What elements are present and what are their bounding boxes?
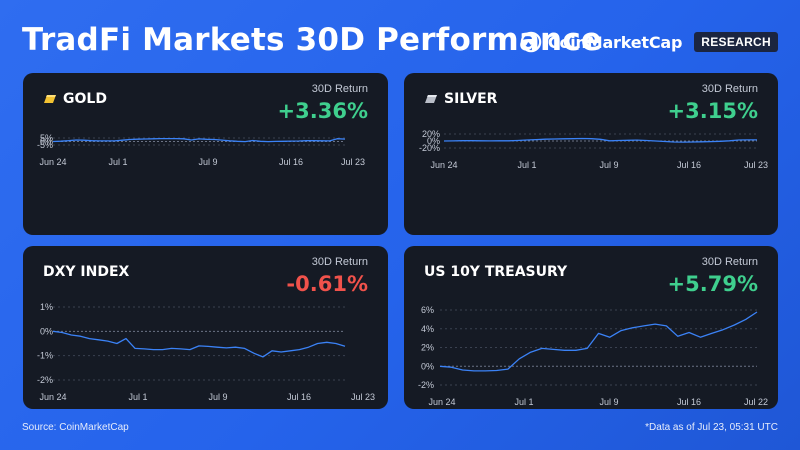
panel-gold-head: GOLD <box>43 91 107 107</box>
brand-name: CoinMarketCap <box>547 32 683 52</box>
coinmarketcap-logo-icon <box>520 31 542 53</box>
silver-x-tick-label: Jul 16 <box>677 160 701 170</box>
silver-x-tick-label: Jul 9 <box>599 160 618 170</box>
us-10y-treasury-x-tick-label: Jul 9 <box>599 397 618 407</box>
us-10y-treasury-y-tick-label: 6% <box>421 305 434 315</box>
dxy-index-x-tick-label: Jul 16 <box>287 392 311 402</box>
dxy-index-y-tick-label: -1% <box>37 351 53 361</box>
panel-gold-return-value: +3.36% <box>277 99 368 123</box>
source-note: Source: CoinMarketCap <box>22 422 129 433</box>
dxy-index-y-tick-label: 0% <box>40 326 53 336</box>
panel-gold-return-label: 30D Return <box>311 83 368 95</box>
brand-badge: RESEARCH <box>694 32 778 52</box>
panel-silver-return-value: +3.15% <box>667 99 758 123</box>
dxy-chart: 1% 0% -1% -2% Jun 24 Jul 1 Jul 9 Jul 16 Jul 23 <box>37 302 375 402</box>
gold-x-tick-label: Jun 24 <box>39 157 66 167</box>
us-10y-treasury-y-tick-label: 4% <box>421 324 434 334</box>
panel-us10y: US 10Y TREASURY 30D Return +5.79% 6% 4% 2%… <box>404 246 778 409</box>
silver-bar-icon <box>425 95 437 103</box>
dxy-index-x-tick-label: Jul 23 <box>351 392 375 402</box>
gold-y-tick-label: 5% <box>40 133 53 143</box>
silver-series-line <box>443 137 757 143</box>
panel-dxy-title: DXY INDEX <box>43 264 130 280</box>
panel-gold-title: GOLD <box>63 91 107 107</box>
panel-gold: GOLD 30D Return +3.36% 5% 0% -5% Jun 24 Jul … <box>23 73 388 235</box>
dxy-index-x-tick-label: Jul 1 <box>128 392 147 402</box>
silver-x-tick-label: Jul 1 <box>517 160 536 170</box>
silver-x-tick-label: Jul 23 <box>744 160 768 170</box>
dxy-index-series-line <box>52 330 346 358</box>
gold-series-line <box>52 137 346 143</box>
dxy-index-y-tick-label: 1% <box>40 302 53 312</box>
silver-y-tick-label: -20% <box>419 143 440 153</box>
data-timestamp-note: *Data as of Jul 23, 05:31 UTC <box>645 422 778 433</box>
page-title: TradFi Markets 30D Performance <box>22 22 603 58</box>
silver-y-tick-label: 0% <box>427 136 440 146</box>
panel-dxy-return-value: -0.61% <box>286 272 368 296</box>
panel-silver-return-label: 30D Return <box>701 83 758 95</box>
gold-x-tick-label: Jul 16 <box>279 157 303 167</box>
us-10y-treasury-y-tick-label: 2% <box>421 343 434 353</box>
panel-dxy: DXY INDEX 30D Return -0.61% 1% 0% -1% -2% Ju… <box>23 246 388 409</box>
gold-y-tick-label: -5% <box>37 140 53 150</box>
panel-us10y-return-value: +5.79% <box>667 272 758 296</box>
gold-x-tick-label: Jul 1 <box>108 157 127 167</box>
brand: CoinMarketCap RESEARCH <box>520 30 778 54</box>
us-10y-treasury-x-tick-label: Jul 1 <box>514 397 533 407</box>
dxy-index-x-tick-label: Jun 24 <box>39 392 66 402</box>
panel-dxy-return-label: 30D Return <box>311 256 368 268</box>
dxy-index-x-tick-label: Jul 9 <box>208 392 227 402</box>
us-10y-treasury-y-tick-label: -2% <box>418 380 434 390</box>
us-10y-treasury-series-line <box>439 311 758 372</box>
gold-y-tick-label: 0% <box>40 137 53 147</box>
dxy-index-y-tick-label: -2% <box>37 375 53 385</box>
silver-x-tick-label: Jun 24 <box>430 160 457 170</box>
panel-us10y-title: US 10Y TREASURY <box>424 264 568 280</box>
panel-dxy-head: DXY INDEX <box>43 264 129 280</box>
panel-us10y-return-label: 30D Return <box>701 256 758 268</box>
panel-silver-title: SILVER <box>444 91 498 107</box>
panel-silver: SILVER 30D Return +3.15% 20% 0% -20% Jun 24… <box>404 73 778 235</box>
us-10y-treasury-y-tick-label: 0% <box>421 361 434 371</box>
gold-x-tick-label: Jul 23 <box>341 157 365 167</box>
us10y-chart: 6% 4% 2% 0% -2% Jun 24 Jul 1 Jul 9 Jul 16 Jul 22 <box>418 305 768 407</box>
panel-us10y-head: US 10Y TREASURY <box>424 264 567 280</box>
gold-bar-icon <box>44 95 56 103</box>
silver-chart: 20%0%-20% Jun 24 Jul 1 Jul 9 Jul 16 Jul 23 <box>419 129 768 170</box>
silver-y-tick-label: 20% <box>422 129 440 139</box>
us-10y-treasury-x-tick-label: Jun 24 <box>428 397 455 407</box>
us-10y-treasury-x-tick-label: Jul 16 <box>677 397 701 407</box>
gold-chart: 5%0%-5% Jun 24 Jul 1 Jul 9 Jul 16 Jul 23 <box>37 133 365 167</box>
us-10y-treasury-x-tick-label: Jul 22 <box>744 397 768 407</box>
gold-x-tick-label: Jul 9 <box>198 157 217 167</box>
panel-silver-head: SILVER <box>424 91 497 107</box>
